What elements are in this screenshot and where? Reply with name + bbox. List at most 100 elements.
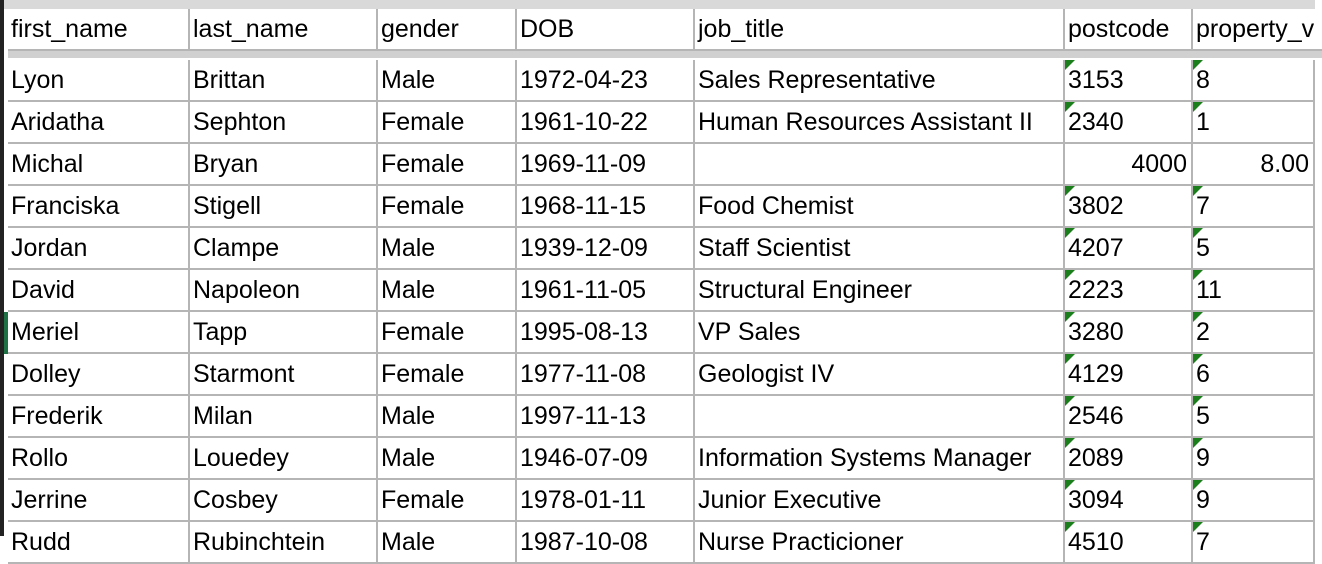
- cell-DOB[interactable]: 1987-10-08: [517, 522, 695, 564]
- cell-last-name[interactable]: Cosbey: [190, 480, 378, 522]
- cell-last-name[interactable]: Milan: [190, 396, 378, 438]
- cell-postcode[interactable]: 4510: [1065, 522, 1193, 564]
- cell-job-title[interactable]: Nurse Practicioner: [695, 522, 1065, 564]
- cell-last-name[interactable]: Clampe: [190, 228, 378, 270]
- number-stored-as-text-icon[interactable]: [1065, 102, 1075, 112]
- cell-DOB[interactable]: 1995-08-13: [517, 312, 695, 354]
- cell-first-name[interactable]: Frederik: [8, 396, 190, 438]
- cell-postcode[interactable]: 2089: [1065, 438, 1193, 480]
- number-stored-as-text-icon[interactable]: [1065, 270, 1075, 280]
- cell-gender[interactable]: Female: [378, 312, 517, 354]
- cell-gender[interactable]: Female: [378, 186, 517, 228]
- number-stored-as-text-icon[interactable]: [1065, 60, 1075, 70]
- cell-first-name[interactable]: Rudd: [8, 522, 190, 564]
- cell-property-valuation[interactable]: 9: [1193, 480, 1315, 522]
- number-stored-as-text-icon[interactable]: [1193, 522, 1203, 532]
- header-cell-property-valuation[interactable]: property_v: [1193, 9, 1322, 51]
- number-stored-as-text-icon[interactable]: [1193, 270, 1203, 280]
- cell-last-name[interactable]: Stigell: [190, 186, 378, 228]
- cell-first-name[interactable]: Lyon: [8, 60, 190, 102]
- cell-job-title[interactable]: [695, 396, 1065, 438]
- cell-last-name[interactable]: Brittan: [190, 60, 378, 102]
- number-stored-as-text-icon[interactable]: [1065, 186, 1075, 196]
- cell-DOB[interactable]: 1939-12-09: [517, 228, 695, 270]
- cell-job-title[interactable]: Information Systems Manager: [695, 438, 1065, 480]
- header-cell-last-name[interactable]: last_name: [190, 9, 378, 51]
- cell-last-name[interactable]: Sephton: [190, 102, 378, 144]
- number-stored-as-text-icon[interactable]: [1193, 396, 1203, 406]
- cell-first-name[interactable]: Rollo: [8, 438, 190, 480]
- cell-DOB[interactable]: 1997-11-13: [517, 396, 695, 438]
- cell-postcode[interactable]: 3802: [1065, 186, 1193, 228]
- cell-first-name[interactable]: Michal: [8, 144, 190, 186]
- cell-property-valuation[interactable]: 2: [1193, 312, 1315, 354]
- cell-property-valuation[interactable]: 7: [1193, 522, 1315, 564]
- cell-property-valuation[interactable]: 6: [1193, 354, 1315, 396]
- cell-last-name[interactable]: Bryan: [190, 144, 378, 186]
- cell-last-name[interactable]: Napoleon: [190, 270, 378, 312]
- cell-job-title[interactable]: Staff Scientist: [695, 228, 1065, 270]
- cell-first-name[interactable]: Jordan: [8, 228, 190, 270]
- cell-postcode[interactable]: 4129: [1065, 354, 1193, 396]
- header-cell-dob[interactable]: DOB: [517, 9, 695, 51]
- header-cell-gender[interactable]: gender: [378, 9, 517, 51]
- header-cell-job-title[interactable]: job_title: [695, 9, 1065, 51]
- cell-property-valuation[interactable]: 8: [1193, 60, 1315, 102]
- cell-postcode[interactable]: 4000: [1065, 144, 1193, 186]
- cell-job-title[interactable]: Sales Representative: [695, 60, 1065, 102]
- cell-DOB[interactable]: 1969-11-09: [517, 144, 695, 186]
- cell-job-title[interactable]: Geologist IV: [695, 354, 1065, 396]
- cell-job-title[interactable]: [695, 144, 1065, 186]
- cell-gender[interactable]: Male: [378, 228, 517, 270]
- cell-first-name[interactable]: Dolley: [8, 354, 190, 396]
- cell-property-valuation[interactable]: 1: [1193, 102, 1315, 144]
- cell-property-valuation[interactable]: 5: [1193, 396, 1315, 438]
- cell-gender[interactable]: Male: [378, 396, 517, 438]
- cell-gender[interactable]: Female: [378, 144, 517, 186]
- cell-DOB[interactable]: 1978-01-11: [517, 480, 695, 522]
- cell-job-title[interactable]: Food Chemist: [695, 186, 1065, 228]
- cell-job-title[interactable]: VP Sales: [695, 312, 1065, 354]
- number-stored-as-text-icon[interactable]: [1065, 522, 1075, 532]
- cell-first-name[interactable]: Aridatha: [8, 102, 190, 144]
- cell-last-name[interactable]: Rubinchtein: [190, 522, 378, 564]
- cell-first-name[interactable]: Jerrine: [8, 480, 190, 522]
- cell-job-title[interactable]: Human Resources Assistant II: [695, 102, 1065, 144]
- number-stored-as-text-icon[interactable]: [1193, 438, 1203, 448]
- cell-first-name[interactable]: Meriel: [8, 312, 190, 354]
- cell-last-name[interactable]: Louedey: [190, 438, 378, 480]
- cell-postcode[interactable]: 2223: [1065, 270, 1193, 312]
- cell-job-title[interactable]: Structural Engineer: [695, 270, 1065, 312]
- number-stored-as-text-icon[interactable]: [1065, 354, 1075, 364]
- number-stored-as-text-icon[interactable]: [1065, 396, 1075, 406]
- number-stored-as-text-icon[interactable]: [1193, 354, 1203, 364]
- number-stored-as-text-icon[interactable]: [1193, 228, 1203, 238]
- cell-property-valuation[interactable]: 8.00: [1193, 144, 1315, 186]
- cell-gender[interactable]: Female: [378, 480, 517, 522]
- cell-first-name[interactable]: Franciska: [8, 186, 190, 228]
- cell-gender[interactable]: Male: [378, 60, 517, 102]
- number-stored-as-text-icon[interactable]: [1065, 480, 1075, 490]
- cell-postcode[interactable]: 3094: [1065, 480, 1193, 522]
- header-cell-postcode[interactable]: postcode: [1065, 9, 1193, 51]
- cell-property-valuation[interactable]: 11: [1193, 270, 1315, 312]
- cell-first-name[interactable]: David: [8, 270, 190, 312]
- cell-property-valuation[interactable]: 9: [1193, 438, 1315, 480]
- cell-DOB[interactable]: 1946-07-09: [517, 438, 695, 480]
- number-stored-as-text-icon[interactable]: [1065, 228, 1075, 238]
- cell-postcode[interactable]: 4207: [1065, 228, 1193, 270]
- cell-postcode[interactable]: 3153: [1065, 60, 1193, 102]
- cell-DOB[interactable]: 1977-11-08: [517, 354, 695, 396]
- cell-job-title[interactable]: Junior Executive: [695, 480, 1065, 522]
- number-stored-as-text-icon[interactable]: [1193, 480, 1203, 490]
- cell-gender[interactable]: Male: [378, 270, 517, 312]
- cell-postcode[interactable]: 3280: [1065, 312, 1193, 354]
- cell-postcode[interactable]: 2546: [1065, 396, 1193, 438]
- number-stored-as-text-icon[interactable]: [1193, 312, 1203, 322]
- number-stored-as-text-icon[interactable]: [1193, 186, 1203, 196]
- number-stored-as-text-icon[interactable]: [1193, 60, 1203, 70]
- cell-gender[interactable]: Female: [378, 102, 517, 144]
- number-stored-as-text-icon[interactable]: [1065, 312, 1075, 322]
- cell-property-valuation[interactable]: 5: [1193, 228, 1315, 270]
- cell-DOB[interactable]: 1961-10-22: [517, 102, 695, 144]
